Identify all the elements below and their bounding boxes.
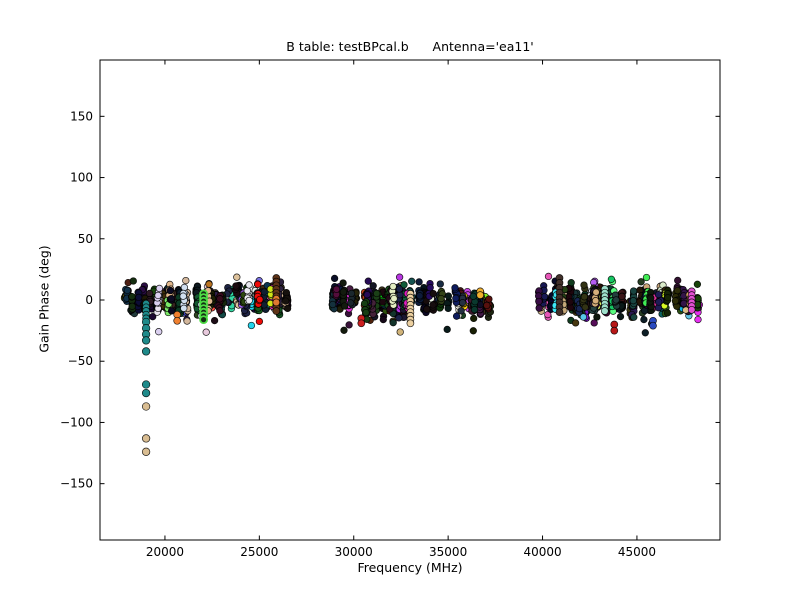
y-tick-label: 0: [85, 293, 93, 307]
x-tick-label: 20000: [146, 545, 184, 559]
outlier-trail: [141, 317, 151, 456]
plot-title: B table: testBPcal.b Antenna='ea11': [286, 39, 534, 54]
x-tick-label: 40000: [523, 545, 561, 559]
y-axis-label: Gain Phase (deg): [36, 245, 52, 353]
x-tick-label: 45000: [618, 545, 656, 559]
x-tick-label: 30000: [335, 545, 373, 559]
x-axis-label: Frequency (MHz): [357, 560, 463, 575]
y-tick-label: −50: [68, 354, 93, 368]
x-tick-label: 35000: [429, 545, 467, 559]
y-axis-ticks: −150 −100 −50 0 50 100 150: [60, 109, 720, 491]
x-tick-label: 25000: [240, 545, 278, 559]
y-tick-label: −150: [60, 477, 93, 491]
x-axis-ticks: 20000 25000 30000 35000 40000 45000: [146, 60, 656, 559]
y-tick-label: −100: [60, 415, 93, 429]
feature-stacks: [142, 274, 696, 335]
y-tick-label: 100: [70, 171, 93, 185]
y-tick-label: 150: [70, 109, 93, 123]
y-tick-label: 50: [78, 232, 93, 246]
plot-frame: [99, 59, 721, 541]
